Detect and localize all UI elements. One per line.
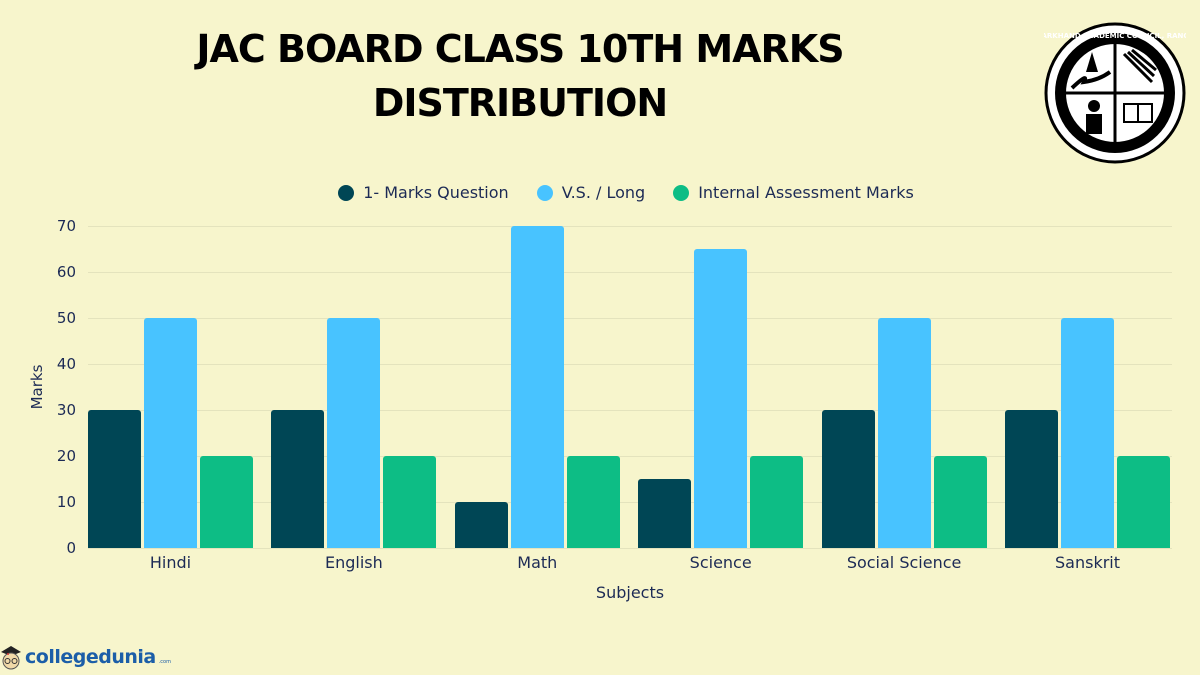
y-tick-label: 0: [66, 539, 76, 557]
bar-science-series-2[interactable]: [750, 456, 804, 548]
bar-social-science-series-2[interactable]: [933, 456, 987, 548]
y-tick-label: 70: [56, 217, 76, 235]
brand-tld: .com: [158, 659, 171, 665]
bar-english-series-1[interactable]: [327, 318, 381, 548]
title-line-1: JAC BOARD CLASS 10TH MARKS: [196, 27, 844, 71]
brand-name: collegedunia: [25, 646, 156, 668]
legend-dot-icon: [338, 184, 355, 201]
x-tick-label: Hindi: [149, 553, 192, 572]
x-tick-label: Social Science: [846, 553, 962, 572]
gridline: [88, 502, 1172, 503]
y-tick-label: 50: [56, 309, 76, 327]
chart-title: JAC BOARD CLASS 10TH MARKS DISTRIBUTION: [130, 22, 910, 130]
y-tick-label: 40: [56, 355, 76, 373]
legend-dot-icon: [536, 184, 553, 201]
title-line-2: DISTRIBUTION: [372, 81, 668, 125]
bar-hindi-series-1[interactable]: [144, 318, 197, 548]
chart-legend: 1- Marks Question V.S. / Long Internal A…: [0, 183, 1200, 202]
bar-science-series-1[interactable]: [694, 249, 748, 548]
bar-sanskrit-series-2[interactable]: [1117, 456, 1170, 548]
y-tick-label: 10: [56, 493, 76, 511]
bar-english-series-0[interactable]: [271, 410, 325, 548]
gridline: [88, 364, 1172, 365]
bar-sanskrit-series-1[interactable]: [1061, 318, 1114, 548]
legend-item-internal-assessment[interactable]: Internal Assessment Marks: [673, 183, 914, 202]
bar-math-series-2[interactable]: [566, 456, 620, 548]
y-tick-label: 20: [56, 447, 76, 465]
bar-social-science-series-0[interactable]: [821, 410, 875, 548]
collegedunia-brand: collegedunia .com: [0, 644, 171, 670]
bar-hindi-series-0[interactable]: [88, 410, 141, 548]
bar-english-series-2[interactable]: [383, 456, 437, 548]
bar-social-science-series-1[interactable]: [877, 318, 931, 548]
gridline: [88, 548, 1172, 549]
x-tick-label: Science: [689, 553, 752, 572]
gridline: [88, 410, 1172, 411]
x-tick-label: Sanskrit: [1055, 553, 1120, 572]
legend-label: 1- Marks Question: [363, 183, 509, 202]
bar-math-series-1[interactable]: [510, 226, 564, 548]
gridline: [88, 226, 1172, 227]
x-axis-label: Subjects: [595, 583, 665, 602]
y-tick-label: 60: [56, 263, 76, 281]
bar-math-series-0[interactable]: [454, 502, 508, 548]
legend-dot-icon: [673, 184, 690, 201]
gridline: [88, 318, 1172, 319]
legend-label: V.S. / Long: [561, 183, 646, 202]
svg-text:JHARKHAND ACADEMIC COUNCIL, RA: JHARKHAND ACADEMIC COUNCIL, RANCHI: [1044, 32, 1186, 40]
jharkhand-academic-council-seal-icon: JHARKHAND ACADEMIC COUNCIL, RANCHI: [1044, 22, 1186, 164]
legend-item-vs-long[interactable]: V.S. / Long: [536, 183, 646, 202]
bar-science-series-0[interactable]: [638, 479, 692, 548]
collegedunia-mascot-icon: [1, 646, 21, 670]
bar-sanskrit-series-0[interactable]: [1005, 410, 1058, 548]
legend-item-1-marks[interactable]: 1- Marks Question: [338, 183, 509, 202]
x-tick-label: Math: [517, 553, 558, 572]
gridline: [88, 456, 1172, 457]
gridline: [88, 272, 1172, 273]
y-tick-label: 30: [56, 401, 76, 419]
x-tick-label: English: [325, 553, 383, 572]
legend-label: Internal Assessment Marks: [698, 183, 914, 202]
bar-hindi-series-2[interactable]: [200, 456, 253, 548]
